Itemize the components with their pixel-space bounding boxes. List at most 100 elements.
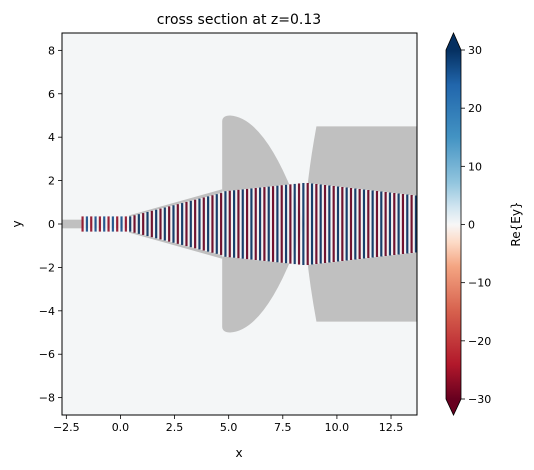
y-tick-label: 6 xyxy=(48,88,55,101)
field-stripe xyxy=(393,193,396,255)
field-stripe xyxy=(211,195,214,253)
colorbar-tick-label: 10 xyxy=(468,160,482,173)
field-stripe xyxy=(401,194,405,254)
field-stripe xyxy=(330,185,333,263)
field-stripe xyxy=(120,216,123,232)
field-stripe xyxy=(280,185,284,263)
field-stripe xyxy=(191,200,195,248)
field-layer xyxy=(81,182,417,266)
field-stripe xyxy=(107,216,110,232)
field-stripe xyxy=(367,190,370,258)
field-stripe xyxy=(295,183,299,265)
field-stripe xyxy=(161,208,165,240)
colorbar-tick-label: 20 xyxy=(468,102,482,115)
field-stripe xyxy=(230,190,234,258)
field-stripe xyxy=(360,189,364,259)
field-stripe xyxy=(194,199,197,249)
field-stripe xyxy=(109,216,113,232)
field-stripe xyxy=(254,188,258,260)
y-tick-label: −2 xyxy=(39,261,55,274)
field-stripe xyxy=(339,186,342,262)
field-stripe xyxy=(222,191,225,257)
colorbar-extend-max xyxy=(446,33,461,50)
field-stripe xyxy=(189,200,193,248)
field-stripe xyxy=(105,216,108,232)
field-stripe xyxy=(315,184,318,264)
field-stripe xyxy=(269,186,273,262)
field-stripe xyxy=(326,185,329,263)
field-stripe xyxy=(139,213,143,235)
field-stripe xyxy=(137,214,141,234)
field-stripe xyxy=(358,189,362,259)
y-tick-label: −4 xyxy=(39,305,55,318)
field-stripe xyxy=(334,186,338,262)
field-stripe xyxy=(233,190,236,258)
field-stripe xyxy=(289,184,292,264)
colorbar xyxy=(446,50,461,399)
field-stripe xyxy=(133,215,136,233)
field-stripe xyxy=(371,190,375,258)
field-stripe xyxy=(215,194,219,254)
field-stripe xyxy=(204,196,208,252)
field-stripe xyxy=(241,189,245,259)
field-stripe xyxy=(293,183,297,265)
field-stripe xyxy=(382,191,385,257)
field-stripe xyxy=(397,193,400,255)
x-axis: −2.5 0.0 2.5 5.0 7.5 10.0 12.5 xyxy=(53,415,403,434)
field-stripe xyxy=(220,193,223,255)
field-stripe xyxy=(183,202,186,246)
field-stripe xyxy=(317,184,320,264)
field-stripe xyxy=(267,186,271,262)
field-stripe xyxy=(159,208,162,240)
field-stripe xyxy=(207,196,210,252)
field-stripe xyxy=(85,216,89,232)
field-stripe xyxy=(328,185,331,263)
field-stripe xyxy=(248,188,251,260)
field-stripe xyxy=(103,216,106,232)
field-stripe xyxy=(323,185,327,263)
field-stripe xyxy=(332,186,336,262)
field-stripe xyxy=(90,216,93,232)
field-stripe xyxy=(178,203,182,245)
x-tick-label: 5.0 xyxy=(220,421,238,434)
field-stripe xyxy=(412,195,416,253)
field-stripe xyxy=(228,190,232,258)
field-stripe xyxy=(287,184,290,264)
field-stripe xyxy=(96,216,100,232)
field-stripe xyxy=(386,192,390,256)
field-stripe xyxy=(271,186,275,262)
field-stripe xyxy=(239,189,242,259)
field-stripe xyxy=(163,207,167,241)
field-stripe xyxy=(362,189,366,259)
y-tick-label: 8 xyxy=(48,44,55,57)
field-stripe xyxy=(187,201,191,247)
field-stripe xyxy=(341,187,344,261)
colorbar-label: Re{Ey} xyxy=(509,201,523,246)
field-stripe xyxy=(404,194,407,254)
field-stripe xyxy=(304,182,307,266)
field-stripe xyxy=(258,187,262,261)
field-stripe xyxy=(157,209,160,239)
field-stripe xyxy=(217,193,221,255)
field-stripe xyxy=(176,204,180,244)
y-axis: −8 −6 −4 −2 0 2 4 6 8 xyxy=(39,44,62,405)
field-stripe xyxy=(391,192,394,256)
field-stripe xyxy=(302,182,305,266)
field-stripe xyxy=(256,187,260,261)
field-stripe xyxy=(261,187,264,261)
field-stripe xyxy=(235,190,238,258)
field-stripe xyxy=(284,184,288,264)
field-stripe xyxy=(198,198,201,250)
field-stripe xyxy=(94,216,97,232)
field-stripe xyxy=(252,188,255,260)
field-stripe xyxy=(81,216,84,232)
field-stripe xyxy=(111,216,115,232)
field-stripe xyxy=(152,210,156,238)
field-stripe xyxy=(388,192,392,256)
field-stripe xyxy=(135,214,139,234)
field-stripe xyxy=(174,204,178,244)
x-axis-label: x xyxy=(235,446,242,460)
field-stripe xyxy=(365,189,368,259)
y-axis-label: y xyxy=(10,220,24,227)
